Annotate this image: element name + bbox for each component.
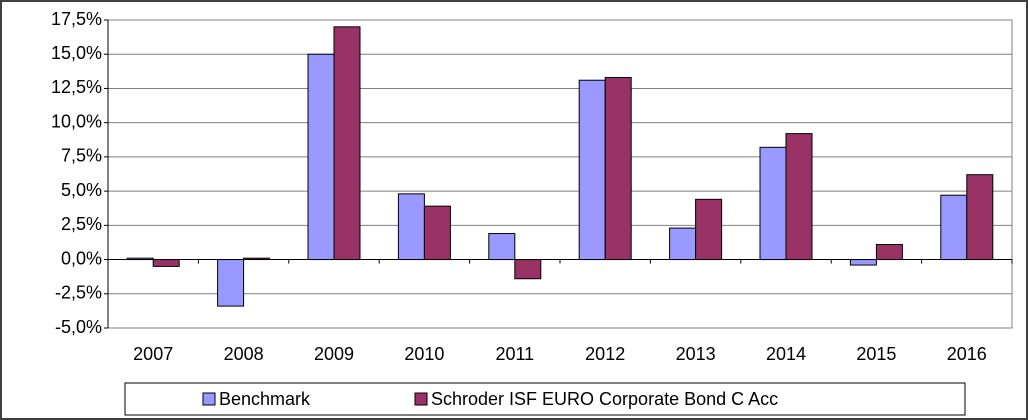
y-tick-label: 7,5%	[61, 146, 102, 166]
x-tick-label: 2008	[224, 344, 264, 364]
bar	[152, 259, 180, 267]
legend-label: Schroder ISF EURO Corporate Bond C Acc	[431, 389, 778, 409]
y-tick-label: 10,0%	[51, 111, 102, 131]
x-tick-label: 2011	[495, 344, 534, 364]
legend-label: Benchmark	[219, 389, 311, 409]
bar	[669, 227, 697, 261]
bar	[759, 146, 787, 261]
bar	[578, 79, 606, 261]
bar	[785, 133, 813, 261]
bar	[604, 76, 632, 261]
y-tick-label: 0,0%	[61, 248, 102, 268]
y-tick-label: 17,5%	[51, 9, 102, 29]
x-tick-label: 2009	[314, 344, 354, 364]
x-tick-label: 2016	[947, 344, 987, 364]
legend-swatch	[414, 392, 428, 406]
x-tick-label: 2012	[585, 344, 625, 364]
x-tick-label: 2015	[856, 344, 896, 364]
bar	[966, 174, 994, 261]
bar	[217, 259, 245, 307]
y-tick-label: -5,0%	[55, 317, 102, 337]
bar	[397, 193, 425, 261]
bar	[849, 259, 877, 266]
y-tick-label: 12,5%	[51, 77, 102, 97]
x-tick-label: 2013	[676, 344, 716, 364]
legend	[124, 382, 966, 416]
bar	[333, 26, 361, 261]
y-tick-label: 5,0%	[61, 180, 102, 200]
bar	[514, 259, 542, 280]
x-tick-label: 2010	[404, 344, 444, 364]
y-tick-label: 15,0%	[51, 43, 102, 63]
bar	[940, 194, 968, 261]
x-tick-label: 2007	[133, 344, 173, 364]
y-tick-label: 2,5%	[61, 214, 102, 234]
bar	[875, 243, 903, 261]
x-tick-label: 2014	[766, 344, 806, 364]
bar	[695, 198, 723, 261]
bar	[423, 205, 451, 261]
legend-swatch	[202, 392, 216, 406]
bar	[488, 233, 516, 261]
y-tick-label: -2,5%	[55, 283, 102, 303]
plot-area	[107, 19, 1013, 329]
bar	[307, 53, 335, 261]
